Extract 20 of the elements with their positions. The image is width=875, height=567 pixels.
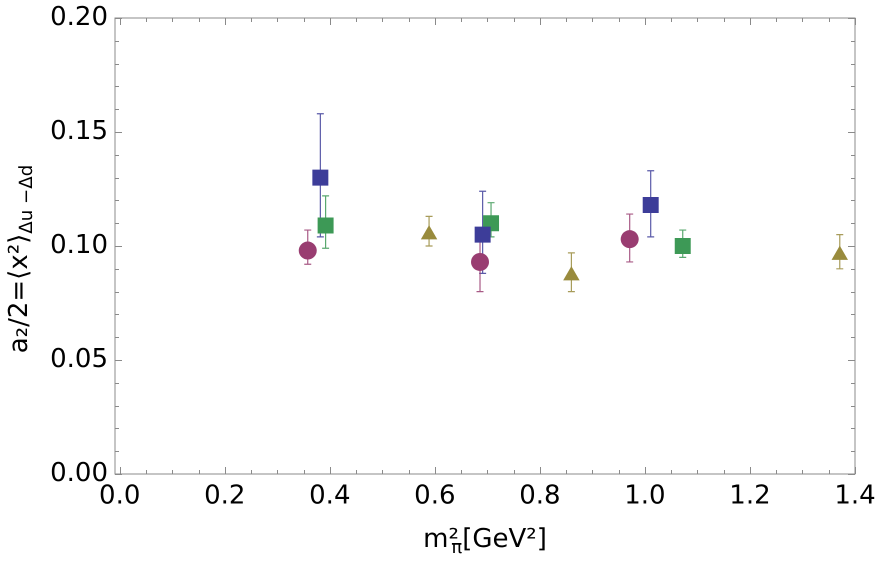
- x-tick-label: 1.4: [834, 480, 875, 510]
- x-tick-label: 0.2: [204, 480, 246, 510]
- y-tick-label: 0.05: [50, 344, 108, 374]
- point: [471, 252, 490, 271]
- y-tick-label: 0.15: [50, 116, 108, 146]
- x-axis-title: m²$_{π}$[GeV²]: [422, 524, 548, 560]
- point: [642, 196, 659, 213]
- point: [620, 230, 639, 248]
- x-tick-label: 1.2: [729, 480, 771, 510]
- x-tick-label: 0.4: [309, 480, 350, 510]
- x-tick-label: 0.6: [414, 480, 456, 510]
- point: [318, 217, 334, 234]
- point: [474, 226, 491, 243]
- point: [298, 242, 317, 260]
- y-tick-label: 0.10: [50, 230, 108, 260]
- point: [674, 238, 691, 254]
- point: [312, 170, 328, 186]
- x-tick-label: 1.0: [624, 480, 666, 510]
- x-tick-label: 0.8: [519, 480, 561, 510]
- y-tick-label: 0.20: [50, 2, 108, 32]
